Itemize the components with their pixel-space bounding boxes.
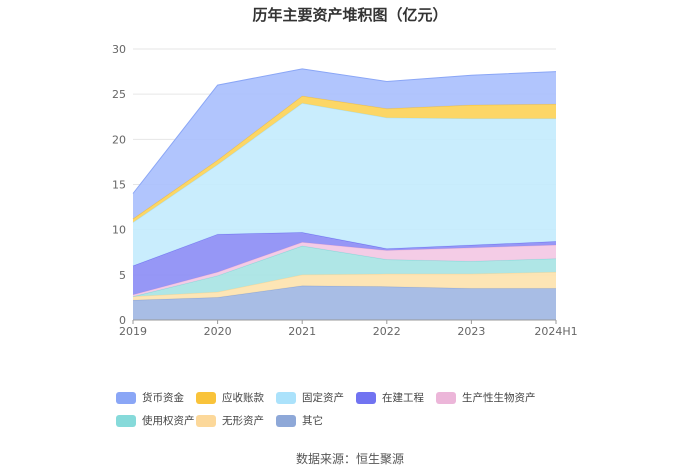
legend-label: 无形资产	[222, 415, 264, 427]
x-tick-label: 2021	[288, 325, 316, 338]
legend-swatch	[196, 391, 216, 404]
legend-swatch	[116, 391, 136, 404]
legend-swatch	[356, 391, 376, 404]
legend-item[interactable]: 无形资产	[196, 413, 276, 428]
legend-swatch	[436, 391, 456, 404]
x-tick-label: 2020	[204, 325, 232, 338]
y-tick-label: 5	[119, 269, 126, 282]
y-tick-label: 30	[112, 43, 126, 56]
area-series	[133, 232, 556, 295]
legend-item[interactable]: 应收账款	[196, 390, 276, 405]
legend-label: 生产性生物资产	[462, 392, 536, 404]
legend-label: 应收账款	[222, 392, 264, 404]
area-series	[133, 68, 556, 219]
legend-item[interactable]: 生产性生物资产	[436, 390, 536, 405]
legend-item[interactable]: 固定资产	[276, 390, 356, 405]
x-tick-label: 2022	[373, 325, 401, 338]
chart-title: 历年主要资产堆积图（亿元）	[252, 6, 448, 24]
legend-item[interactable]: 使用权资产	[116, 413, 196, 428]
y-tick-label: 20	[112, 133, 126, 146]
area-series	[133, 96, 556, 223]
legend-swatch	[196, 414, 216, 427]
legend: 货币资金 应收账款 固定资产 在建工程 生产性生物资产使用权资产 无形资产 其它	[116, 390, 596, 428]
legend-label: 货币资金	[142, 392, 184, 404]
legend-item[interactable]: 在建工程	[356, 390, 436, 405]
y-tick-label: 25	[112, 88, 126, 101]
data-source-note: 数据来源：恒生聚源	[295, 452, 404, 466]
x-tick-label: 2023	[457, 325, 485, 338]
area-series	[133, 272, 556, 301]
legend-swatch	[276, 391, 296, 404]
y-tick-label: 15	[112, 179, 126, 192]
legend-item[interactable]: 货币资金	[116, 390, 196, 405]
x-tick-label: 2019	[119, 325, 147, 338]
y-tick-label: 10	[112, 224, 126, 237]
area-series	[133, 103, 556, 266]
legend-swatch	[276, 414, 296, 427]
area-series-line	[132, 68, 557, 194]
legend-label: 在建工程	[382, 392, 424, 404]
area-series	[133, 242, 556, 297]
legend-item[interactable]: 其它	[276, 413, 356, 428]
legend-label: 使用权资产	[142, 415, 195, 427]
y-tick-label: 0	[119, 314, 126, 327]
area-series	[133, 285, 556, 320]
legend-label: 固定资产	[302, 392, 344, 404]
area-series	[133, 245, 556, 297]
x-tick-label: 2024H1	[534, 325, 577, 338]
legend-label: 其它	[302, 415, 323, 427]
legend-swatch	[116, 414, 136, 427]
